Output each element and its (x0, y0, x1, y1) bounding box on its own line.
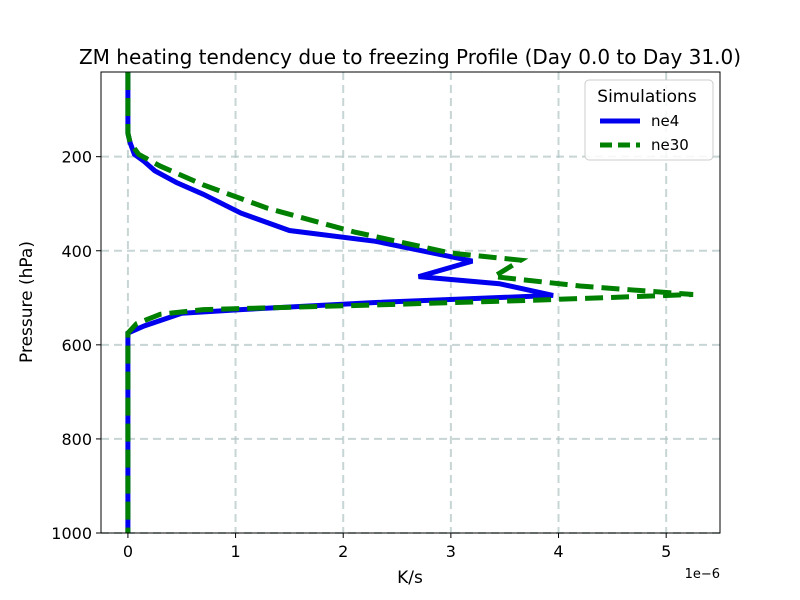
y-tick-label: 400 (61, 242, 92, 261)
chart-title: ZM heating tendency due to freezing Prof… (79, 45, 741, 69)
series-line-ne30 (125, 72, 694, 533)
x-tick-label: 1 (230, 542, 240, 561)
x-tick-label: 0 (123, 542, 133, 561)
x-scale-label: 1e−6 (685, 567, 720, 582)
series-layer (125, 72, 694, 533)
legend-label-ne30: ne30 (651, 136, 689, 154)
axes: 0 1 2 3 4 5 200 400 600 800 1000 (51, 148, 671, 561)
series-line-ne4 (125, 72, 554, 533)
y-tick-label: 200 (61, 148, 92, 167)
x-tick-label: 3 (446, 542, 456, 561)
y-axis-label: Pressure (hPa) (17, 241, 37, 363)
legend-label-ne4: ne4 (651, 112, 679, 130)
legend-title: Simulations (597, 87, 697, 107)
legend-box (584, 79, 714, 161)
x-tick-label: 2 (338, 542, 348, 561)
y-tick-label: 800 (61, 430, 92, 449)
plot-frame (100, 71, 721, 534)
x-axis-label: K/s (397, 568, 423, 588)
legend: Simulations ne4 ne30 (584, 79, 714, 161)
x-tick-label: 4 (553, 542, 563, 561)
y-tick-label: 600 (61, 336, 92, 355)
x-tick-label: 5 (661, 542, 671, 561)
y-tick-label: 1000 (51, 524, 92, 543)
